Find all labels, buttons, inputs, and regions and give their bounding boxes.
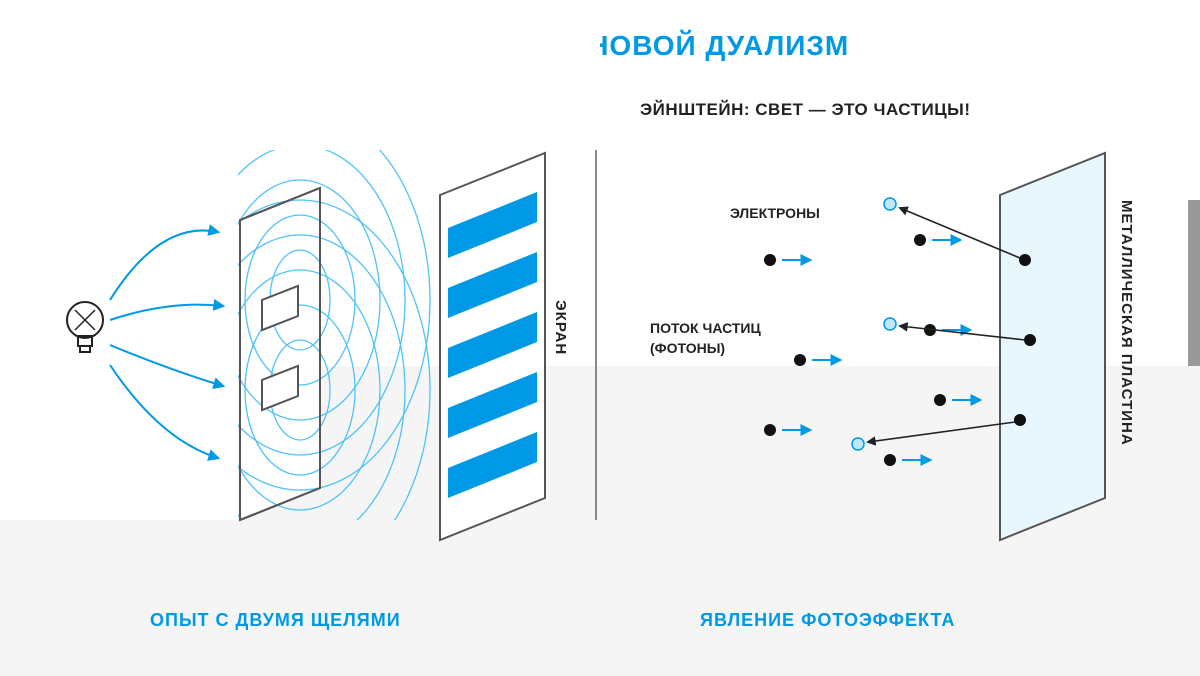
metal-plate bbox=[1000, 153, 1105, 540]
photoeffect-diagram bbox=[600, 0, 1200, 600]
right-caption: ЯВЛЕНИЕ ФОТОЭФФЕКТА bbox=[700, 610, 955, 631]
double-slit-diagram bbox=[0, 0, 600, 600]
electron-group bbox=[852, 198, 896, 450]
left-caption: ОПЫТ С ДВУМЯ ЩЕЛЯМИ bbox=[150, 610, 401, 631]
screen-panel bbox=[440, 153, 545, 540]
